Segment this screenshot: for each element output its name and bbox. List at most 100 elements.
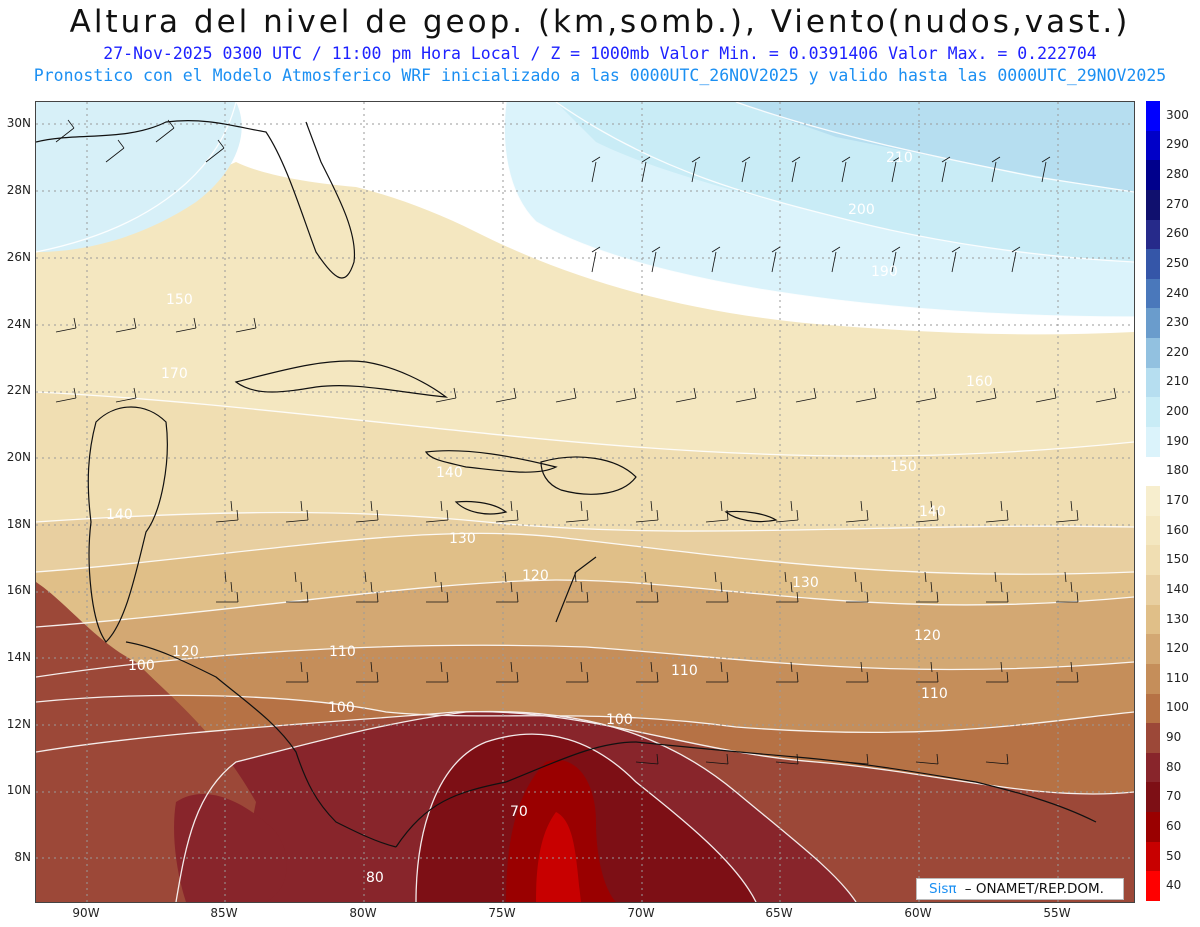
- color-scale-label: 170: [1166, 493, 1189, 507]
- color-swatch: [1146, 397, 1160, 428]
- color-scale-label: 250: [1166, 255, 1189, 270]
- sis-logo-text: Sisπ: [929, 881, 957, 897]
- lon-label-65w: 65W: [765, 906, 793, 920]
- contour-label: 80: [366, 870, 384, 886]
- color-swatch: [1146, 723, 1160, 754]
- color-swatch: [1146, 486, 1160, 517]
- color-scale-label: 100: [1166, 700, 1189, 715]
- contour-label: 140: [106, 507, 133, 523]
- color-swatch: [1146, 841, 1160, 872]
- forecast-map: 210 200 190 170 160 150 140 140 130 130 …: [35, 101, 1135, 903]
- contour-label: 130: [449, 531, 476, 547]
- credit-logo: Sisπ – ONAMET/REP.DOM.: [916, 878, 1124, 900]
- color-scale-label: 240: [1166, 285, 1189, 300]
- contour-label: 110: [921, 686, 948, 702]
- contour-label: 100: [128, 658, 155, 674]
- model-info-line: Pronostico con el Modelo Atmosferico WRF…: [33, 66, 1167, 85]
- color-swatch: [1146, 515, 1160, 546]
- contour-label: 110: [671, 663, 698, 679]
- color-swatch: [1146, 545, 1160, 576]
- lat-label-24n: 24N: [6, 317, 31, 331]
- lat-label-14n: 14N: [6, 650, 31, 664]
- color-scale-label: 120: [1166, 641, 1189, 656]
- color-swatch: [1146, 812, 1160, 843]
- contour-label: 140: [919, 504, 946, 520]
- valid-time-line: 27-Nov-2025 0300 UTC / 11:00 pm Hora Loc…: [103, 44, 1097, 63]
- color-swatch: [1146, 189, 1160, 220]
- contour-label: 130: [792, 575, 819, 591]
- color-swatch: [1146, 219, 1160, 250]
- color-swatch: [1146, 456, 1160, 487]
- lat-label-30n: 30N: [6, 116, 31, 130]
- color-scale-label: 160: [1166, 522, 1189, 537]
- color-scale-label: 200: [1166, 404, 1189, 419]
- org-credit-text: – ONAMET/REP.DOM.: [964, 881, 1104, 897]
- contour-label: 190: [871, 264, 898, 280]
- chart-title: Altura del nivel de geop. (km,somb.), Vi…: [69, 4, 1131, 40]
- contour-label: 120: [522, 568, 549, 584]
- color-swatch: [1146, 663, 1160, 695]
- color-swatch: [1146, 308, 1160, 339]
- color-scale-label: 220: [1166, 344, 1189, 359]
- contour-lines: [36, 102, 1134, 902]
- color-scale-label: 180: [1166, 463, 1189, 478]
- color-swatch: [1146, 871, 1160, 902]
- wind-barbs: [55, 119, 1117, 765]
- contour-label: 100: [328, 700, 355, 716]
- color-swatch: [1146, 782, 1160, 813]
- lat-label-16n: 16N: [6, 583, 31, 597]
- color-swatch: [1146, 338, 1160, 369]
- color-scale-label: 90: [1166, 730, 1182, 745]
- lat-label-10n: 10N: [6, 783, 31, 797]
- color-swatch: [1146, 367, 1160, 398]
- lat-label-22n: 22N: [6, 383, 31, 397]
- lon-label-90w: 90W: [72, 906, 100, 920]
- color-scale-label: 140: [1166, 581, 1189, 596]
- color-scale-label: 190: [1166, 433, 1189, 448]
- color-swatch: [1146, 249, 1160, 280]
- contour-label: 70: [510, 804, 528, 820]
- color-scale-label: 230: [1166, 315, 1189, 330]
- color-swatch: [1146, 426, 1160, 458]
- lat-label-18n: 18N: [6, 517, 31, 531]
- contour-label: 150: [890, 459, 917, 475]
- color-scale-label: 210: [1166, 374, 1189, 389]
- contour-label: 100: [606, 712, 633, 728]
- color-swatch: [1146, 604, 1160, 635]
- color-scale-label: 110: [1166, 670, 1189, 685]
- color-swatch: [1146, 130, 1160, 161]
- lat-label-8n: 8N: [14, 850, 31, 864]
- lon-label-75w: 75W: [488, 906, 516, 920]
- contour-label: 200: [848, 202, 875, 218]
- color-scale-label: 60: [1166, 818, 1182, 833]
- color-scale-label: 80: [1166, 759, 1182, 774]
- contour-label: 150: [166, 292, 193, 308]
- color-swatch: [1146, 101, 1160, 132]
- color-scale-label: 270: [1166, 196, 1189, 211]
- band-50: [536, 812, 581, 902]
- color-scale-bar: [1146, 101, 1160, 902]
- band-west-low-inner: [174, 793, 287, 902]
- color-scale-label: 50: [1166, 848, 1182, 863]
- lat-label-20n: 20N: [6, 450, 31, 464]
- lon-label-80w: 80W: [349, 906, 377, 920]
- color-scale-label: 280: [1166, 167, 1189, 182]
- color-scale-label: 40: [1166, 878, 1182, 893]
- color-scale-label: 290: [1166, 137, 1189, 152]
- lat-label-28n: 28N: [6, 183, 31, 197]
- contour-label: 140: [436, 465, 463, 481]
- color-scale-label: 150: [1166, 552, 1189, 567]
- contour-label: 160: [966, 374, 993, 390]
- color-swatch: [1146, 693, 1160, 724]
- contour-label: 120: [914, 628, 941, 644]
- lon-label-55w: 55W: [1043, 906, 1071, 920]
- coastlines: [36, 120, 1097, 848]
- lon-label-85w: 85W: [210, 906, 238, 920]
- color-swatch: [1146, 752, 1160, 783]
- color-swatch: [1146, 634, 1160, 665]
- color-scale-label: 300: [1166, 107, 1189, 122]
- contour-label: 170: [161, 366, 188, 382]
- color-scale-label: 130: [1166, 611, 1189, 626]
- map-canvas: 210 200 190 170 160 150 140 140 130 130 …: [36, 102, 1134, 902]
- contour-label: 110: [329, 644, 356, 660]
